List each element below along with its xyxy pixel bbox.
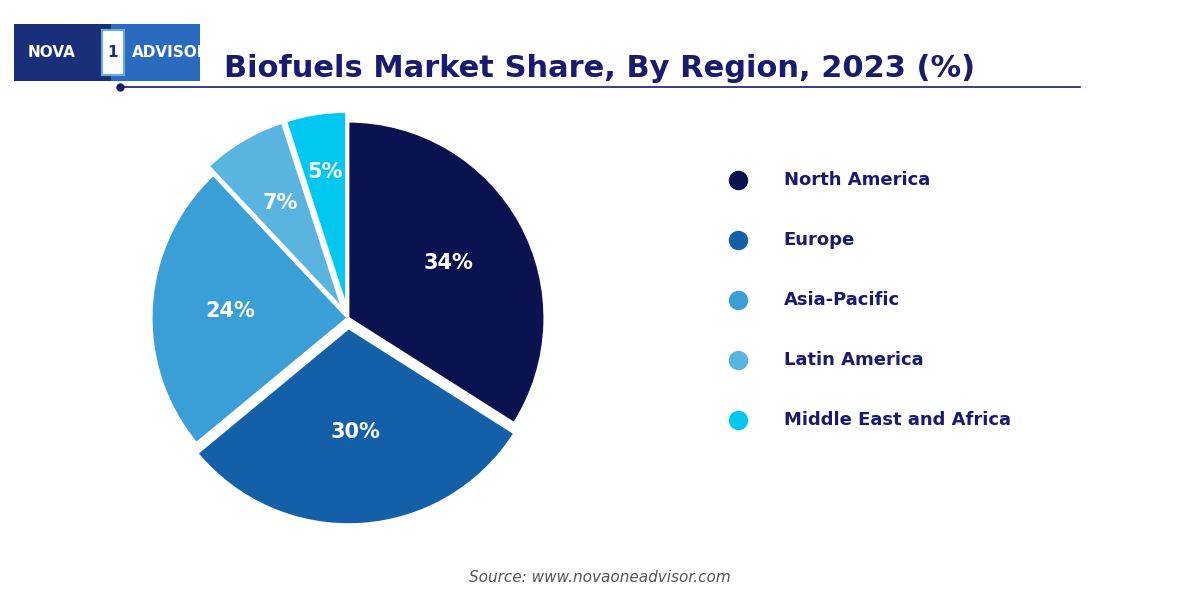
Bar — [112, 24, 200, 81]
Text: Source: www.novaoneadvisor.com: Source: www.novaoneadvisor.com — [469, 570, 731, 585]
Text: Latin America: Latin America — [784, 351, 923, 369]
FancyBboxPatch shape — [102, 29, 124, 75]
Text: ADVISOR: ADVISOR — [132, 45, 209, 60]
Text: 30%: 30% — [330, 422, 380, 442]
Wedge shape — [197, 328, 515, 524]
Text: 34%: 34% — [424, 253, 473, 273]
Text: Europe: Europe — [784, 231, 854, 249]
Text: North America: North America — [784, 171, 930, 189]
Wedge shape — [151, 175, 348, 443]
Text: 7%: 7% — [262, 193, 298, 213]
Wedge shape — [286, 112, 347, 308]
Text: Biofuels Market Share, By Region, 2023 (%): Biofuels Market Share, By Region, 2023 (… — [224, 54, 976, 83]
Text: 5%: 5% — [307, 162, 343, 182]
Bar — [14, 24, 112, 81]
Text: Middle East and Africa: Middle East and Africa — [784, 411, 1010, 429]
Wedge shape — [209, 122, 343, 310]
Text: 1: 1 — [108, 45, 119, 60]
Text: NOVA: NOVA — [28, 45, 76, 60]
Wedge shape — [348, 121, 545, 424]
Text: 24%: 24% — [205, 301, 256, 320]
Text: Asia-Pacific: Asia-Pacific — [784, 291, 900, 309]
